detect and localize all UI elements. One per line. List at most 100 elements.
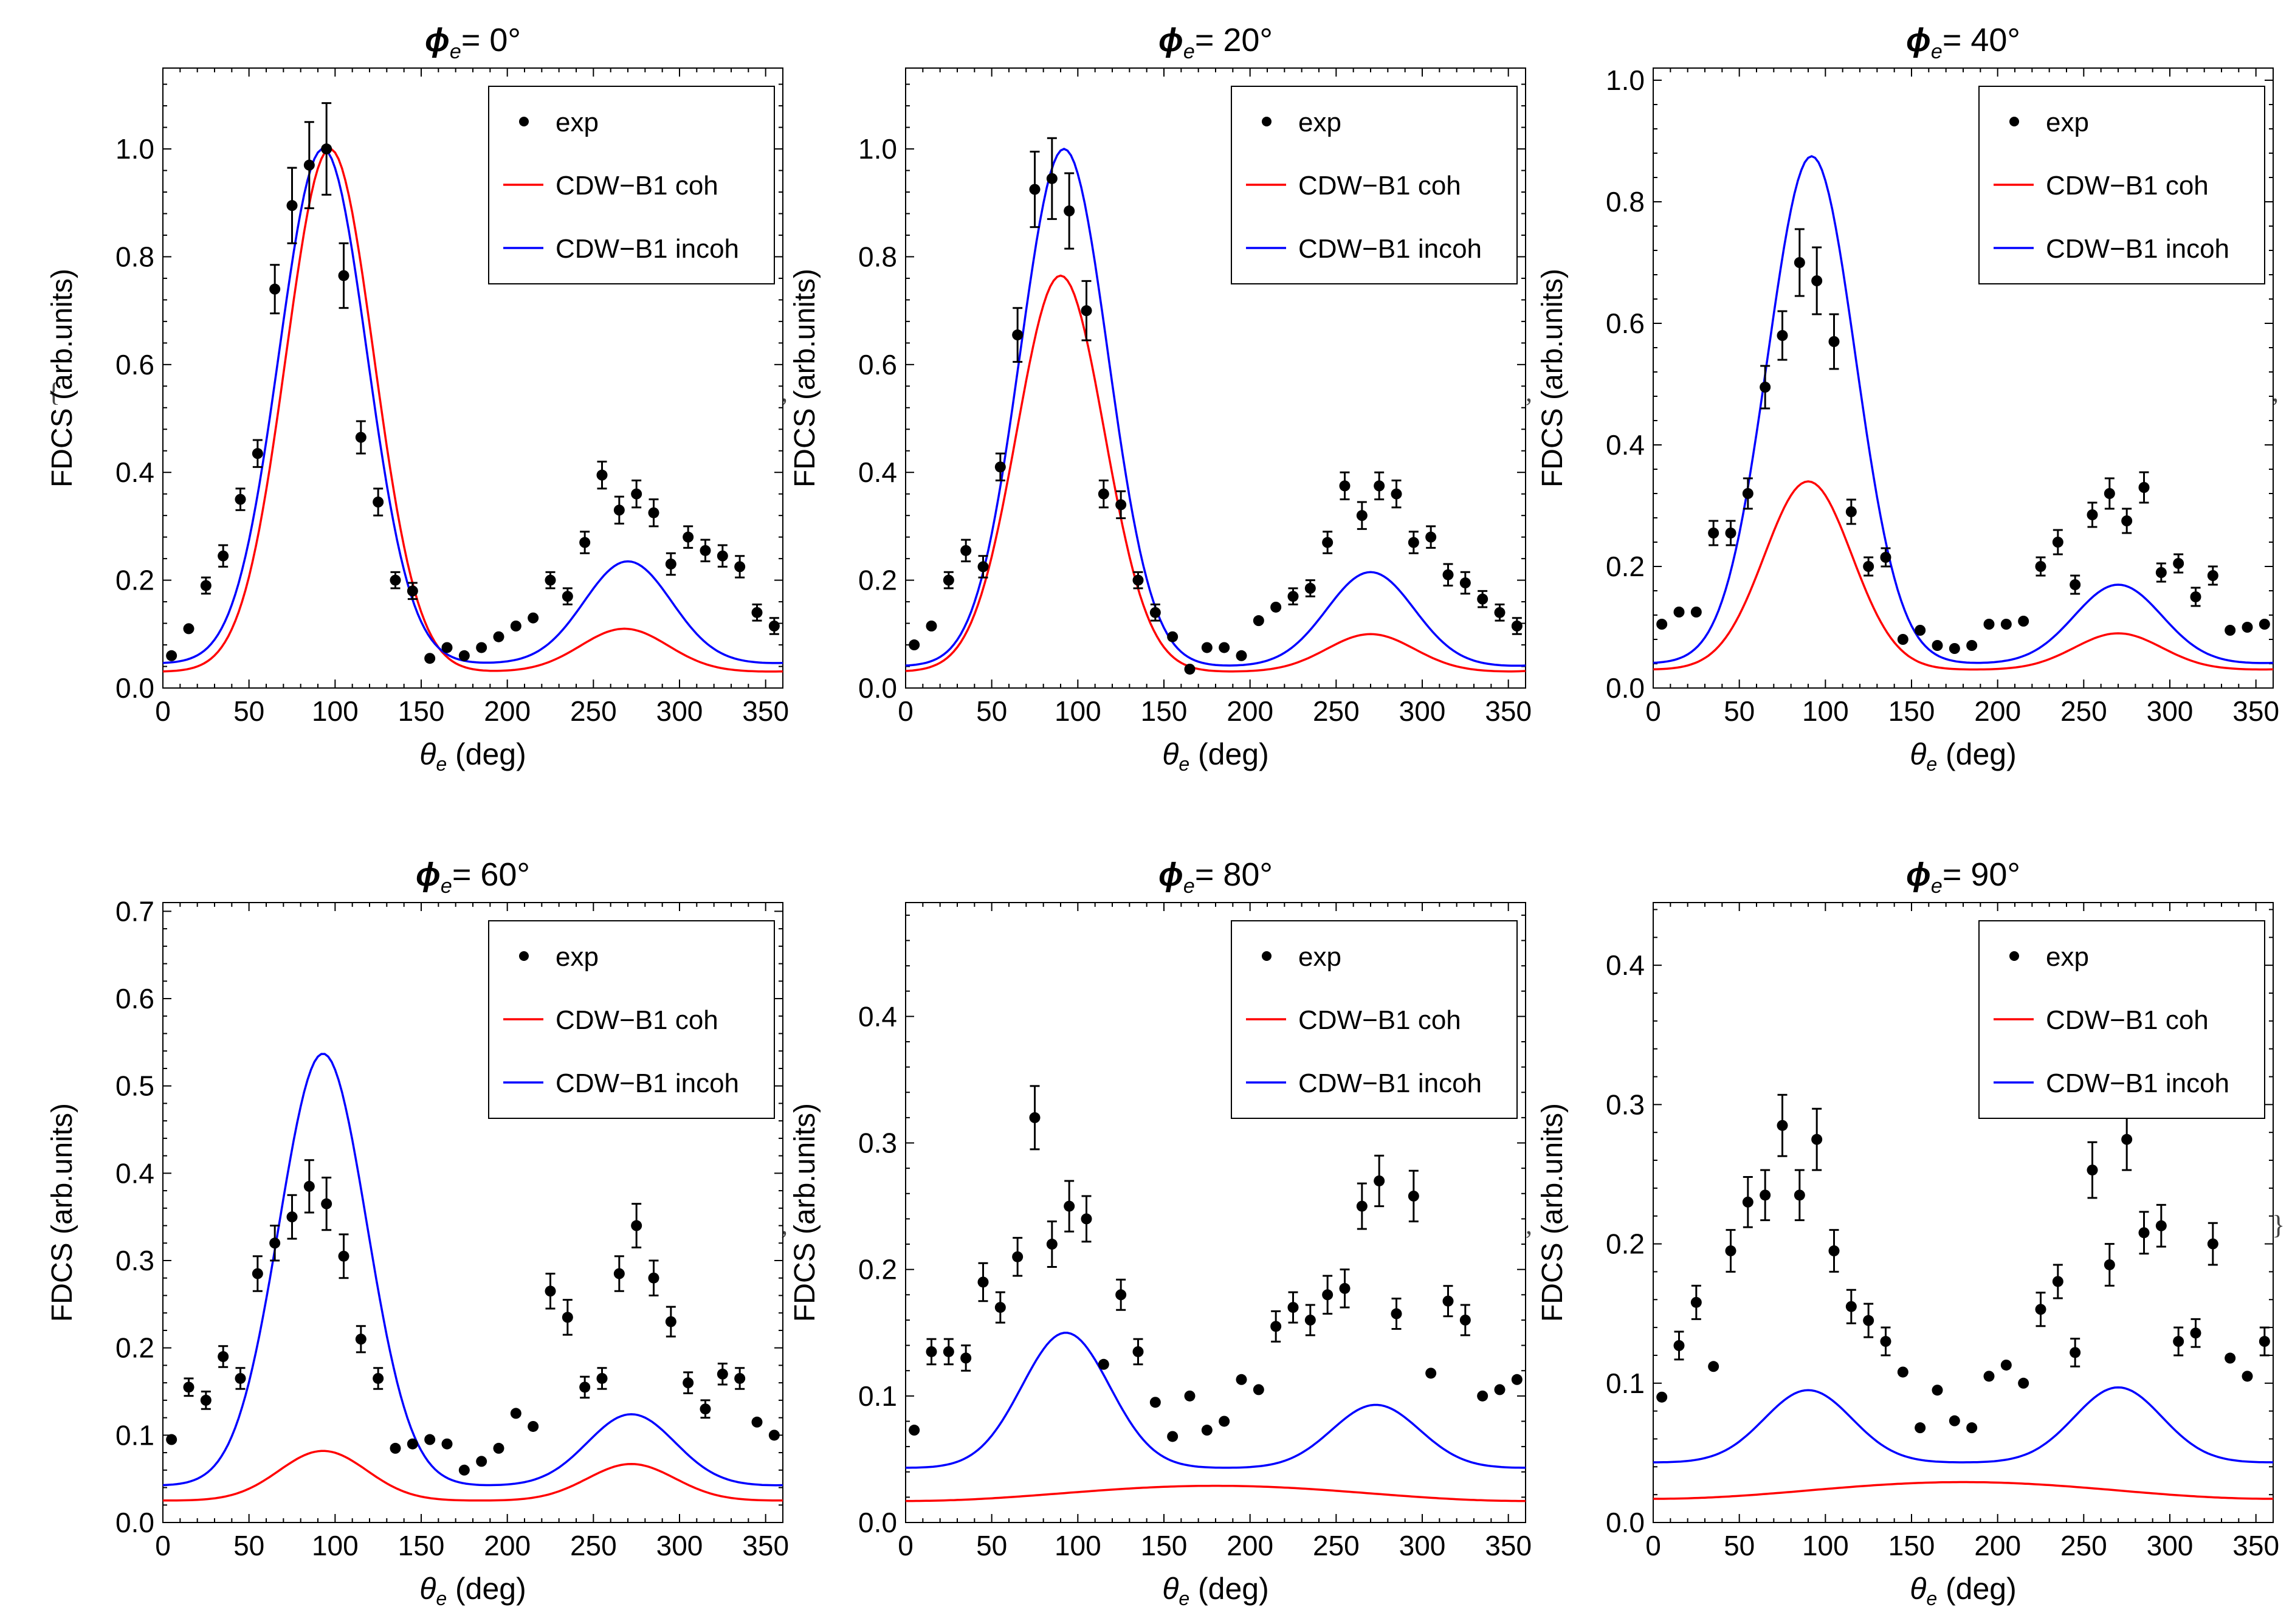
exp-point	[1932, 1385, 1943, 1396]
exp-point	[734, 561, 746, 573]
x-tick-label: 100	[1802, 1530, 1849, 1561]
x-tick-label: 300	[2147, 1530, 2194, 1561]
exp-point	[2259, 1336, 2270, 1347]
legend-exp-marker	[519, 117, 529, 126]
x-tick-label: 200	[484, 1530, 531, 1561]
y-tick-label: 0.5	[115, 1070, 154, 1102]
exp-point	[717, 550, 728, 562]
exp-point	[1983, 1371, 1995, 1382]
y-axis-label: FDCS (arb.units)	[46, 269, 78, 487]
exp-point	[1322, 1289, 1334, 1301]
y-tick-label: 0.4	[858, 456, 897, 488]
exp-point	[1777, 1120, 1788, 1131]
x-label-symbol: θ	[419, 737, 436, 771]
exp-point	[1459, 577, 1471, 589]
exp-point	[2018, 616, 2029, 627]
exp-point	[476, 1456, 487, 1467]
x-tick-label: 50	[976, 1530, 1007, 1561]
x-tick-label: 0	[1645, 695, 1661, 727]
y-tick-label: 0.2	[115, 565, 154, 596]
x-tick-label: 350	[1485, 695, 1532, 727]
exp-point	[1760, 382, 1771, 393]
exp-point	[1828, 1245, 1840, 1257]
x-tick-label: 250	[570, 695, 617, 727]
y-tick-label: 0.0	[858, 1507, 897, 1538]
legend-coh-label: CDW−B1 coh	[556, 171, 718, 201]
y-tick-label: 0.2	[1606, 551, 1645, 582]
chart-panel-2: ϕe= 40°0 50 100 150 200 250 300 3500.00.20.40.6…	[1537, 22, 2279, 775]
incoh-curve	[162, 1053, 783, 1487]
exp-point	[183, 623, 194, 635]
separator-comma: ,	[1526, 377, 1532, 407]
x-label-subscript: e	[436, 753, 447, 775]
exp-point	[1012, 1251, 1024, 1262]
y-tick-label: 1.0	[1606, 64, 1645, 96]
exp-point	[2155, 1220, 2167, 1231]
exp-point	[2138, 1227, 2150, 1239]
title-subscript: e	[441, 875, 452, 898]
exp-point	[1029, 184, 1041, 195]
exp-point	[1356, 1200, 1368, 1212]
exp-point	[1777, 330, 1788, 341]
y-tick-label: 0.2	[1606, 1228, 1645, 1260]
title-value: = 20°	[1195, 22, 1273, 58]
exp-point	[2259, 619, 2270, 630]
x-label-unit: (deg)	[447, 1572, 526, 1606]
exp-point	[1983, 619, 1995, 630]
exp-point	[1794, 257, 1805, 268]
exp-point	[1828, 336, 1840, 347]
exp-point	[166, 650, 177, 661]
x-tick-label: 200	[1974, 695, 2021, 727]
x-tick-label: 250	[570, 1530, 617, 1561]
exp-point	[373, 1372, 384, 1384]
exp-point	[1459, 1314, 1471, 1326]
x-tick-label: 350	[1485, 1530, 1532, 1561]
incoh-curve	[906, 1332, 1526, 1469]
legend-incoh-label: CDW−B1 incoh	[556, 234, 739, 264]
exp-point	[1098, 488, 1109, 500]
exp-point	[768, 1430, 780, 1441]
legend-exp-marker	[1262, 117, 1272, 126]
y-tick-label: 0.8	[115, 241, 154, 272]
exp-point	[1339, 480, 1351, 492]
legend-exp-label: exp	[1298, 108, 1341, 137]
y-tick-label: 0.1	[1606, 1368, 1645, 1399]
legend-incoh-label: CDW−B1 incoh	[1298, 234, 1482, 264]
chart-panel-3: ϕe= 60°0 50 100 150 200 250 300 3500.00.10.20.3…	[46, 856, 789, 1609]
exp-point	[1270, 1321, 1282, 1332]
exp-point	[648, 1272, 659, 1284]
title-value: = 80°	[1195, 856, 1273, 893]
exp-point	[1115, 499, 1127, 511]
x-tick-label: 200	[1974, 1530, 2021, 1561]
exp-point	[648, 507, 659, 518]
x-axis-label: θe (deg)	[419, 737, 526, 775]
exp-point	[926, 1346, 937, 1357]
y-axis-label: FDCS (arb.units)	[789, 269, 821, 487]
exp-point	[269, 1237, 281, 1249]
exp-point	[545, 1285, 556, 1297]
exp-point	[252, 448, 263, 459]
y-tick-label: 0.1	[858, 1380, 897, 1412]
x-tick-label: 0	[155, 1530, 171, 1561]
exp-point	[2155, 567, 2167, 578]
x-tick-label: 150	[398, 1530, 445, 1561]
exp-point	[977, 561, 989, 573]
x-tick-label: 250	[1313, 695, 1360, 727]
x-axis-label: θe (deg)	[1910, 737, 2017, 775]
x-tick-label: 350	[2232, 1530, 2279, 1561]
exp-point	[1253, 615, 1264, 627]
exp-point	[700, 545, 711, 556]
exp-point	[1167, 1431, 1179, 1442]
exp-point	[1184, 663, 1196, 675]
x-tick-label: 300	[2147, 695, 2194, 727]
legend-coh-label: CDW−B1 coh	[1298, 171, 1461, 201]
x-tick-label: 250	[2060, 1530, 2107, 1561]
legend-exp-marker	[519, 951, 529, 961]
separator-comma: ,	[781, 377, 788, 407]
exp-point	[2000, 619, 2012, 630]
exp-point	[1408, 1190, 1419, 1202]
exp-point	[751, 1416, 763, 1428]
exp-point	[1742, 1196, 1753, 1208]
exp-point	[1287, 1302, 1299, 1313]
